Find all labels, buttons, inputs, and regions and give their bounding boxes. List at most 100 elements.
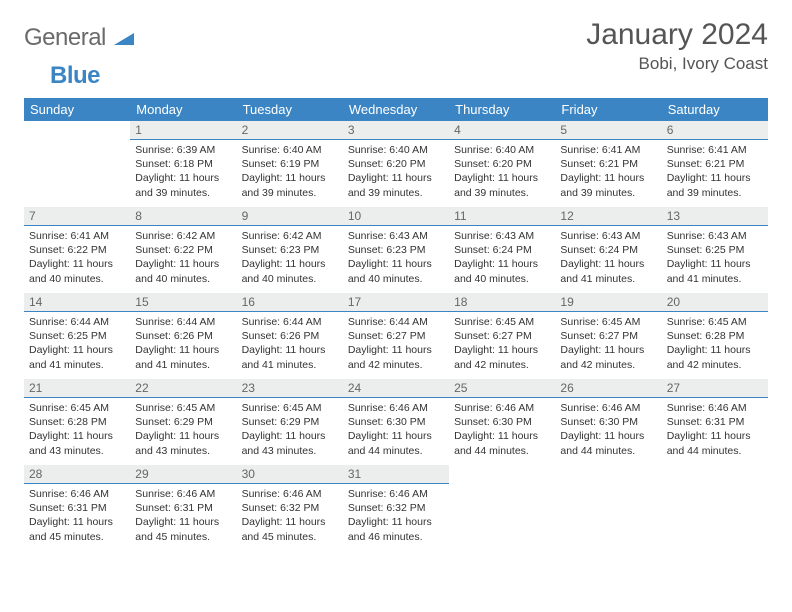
daylight-label: Daylight: xyxy=(348,258,389,270)
calendar-body: 1Sunrise: 6:39 AMSunset: 6:18 PMDaylight… xyxy=(24,121,768,551)
calendar-week-row: 21Sunrise: 6:45 AMSunset: 6:28 PMDayligh… xyxy=(24,379,768,465)
sunset-label: Sunset: xyxy=(560,158,596,170)
calendar-week-row: 28 Sunrise: 6:46 AM Sunset: 6:31 PM Dayligh… xyxy=(24,465,768,551)
day-body: Sunrise: 6:40 AMSunset: 6:20 PMDaylight:… xyxy=(343,140,449,204)
sunset-label: Sunset: xyxy=(348,244,384,256)
daylight-label: Daylight: xyxy=(242,172,283,184)
day-body: Sunrise: 6:42 AMSunset: 6:23 PMDaylight:… xyxy=(237,226,343,290)
calendar-empty-cell xyxy=(555,465,661,551)
sunset-label: Sunset: xyxy=(242,244,278,256)
calendar-day-cell: 6Sunrise: 6:41 AMSunset: 6:21 PMDaylight… xyxy=(662,121,768,207)
day-number: 14 xyxy=(24,293,130,312)
sunset-value: 6:31 PM xyxy=(68,502,107,514)
day-number: 15 xyxy=(130,293,236,312)
sunset-value: 6:30 PM xyxy=(493,416,532,428)
calendar-empty-cell xyxy=(24,121,130,207)
day-body: Sunrise: 6:41 AMSunset: 6:22 PMDaylight:… xyxy=(24,226,130,290)
calendar-day-cell: 5Sunrise: 6:41 AMSunset: 6:21 PMDaylight… xyxy=(555,121,661,207)
sunrise-label: Sunrise: xyxy=(348,488,387,500)
sunset-value: 6:27 PM xyxy=(599,330,638,342)
sunset-label: Sunset: xyxy=(348,416,384,428)
sunrise-value: 6:46 AM xyxy=(602,402,641,414)
calendar-day-cell: 2Sunrise: 6:40 AMSunset: 6:19 PMDaylight… xyxy=(237,121,343,207)
calendar-day-cell: 16Sunrise: 6:44 AMSunset: 6:26 PMDayligh… xyxy=(237,293,343,379)
calendar-week-row: 1Sunrise: 6:39 AMSunset: 6:18 PMDaylight… xyxy=(24,121,768,207)
logo-text: General Blue xyxy=(24,24,134,90)
day-body: Sunrise: 6:43 AMSunset: 6:24 PMDaylight:… xyxy=(555,226,661,290)
weekday-header: Saturday xyxy=(662,98,768,121)
calendar-empty-cell xyxy=(449,465,555,551)
day-body: Sunrise: 6:46 AMSunset: 6:30 PMDaylight:… xyxy=(343,398,449,462)
sunrise-label: Sunrise: xyxy=(242,316,281,328)
sunrise-value: 6:46 AM xyxy=(708,402,747,414)
sunrise-value: 6:40 AM xyxy=(389,144,428,156)
sunset-label: Sunset: xyxy=(454,158,490,170)
weekday-header: Wednesday xyxy=(343,98,449,121)
day-number: 29 xyxy=(130,465,236,484)
day-number: 6 xyxy=(662,121,768,140)
day-number: 10 xyxy=(343,207,449,226)
day-number: 21 xyxy=(24,379,130,398)
calendar-day-cell: 1Sunrise: 6:39 AMSunset: 6:18 PMDaylight… xyxy=(130,121,236,207)
day-number: 20 xyxy=(662,293,768,312)
calendar-day-cell: 28Sunrise: 6:46 AMSunset: 6:31 PMDayligh… xyxy=(24,465,130,551)
day-body: Sunrise: 6:45 AMSunset: 6:28 PMDaylight:… xyxy=(662,312,768,376)
daylight-label: Daylight: xyxy=(242,430,283,442)
sunrise-label: Sunrise: xyxy=(29,402,68,414)
sunrise-value: 6:45 AM xyxy=(708,316,747,328)
logo-word-blue: Blue xyxy=(50,62,100,89)
calendar-header: SundayMondayTuesdayWednesdayThursdayFrid… xyxy=(24,98,768,121)
sunset-value: 6:25 PM xyxy=(68,330,107,342)
sunrise-label: Sunrise: xyxy=(135,488,174,500)
day-number: 17 xyxy=(343,293,449,312)
day-number: 5 xyxy=(555,121,661,140)
sunset-label: Sunset: xyxy=(454,330,490,342)
sunrise-value: 6:46 AM xyxy=(70,488,109,500)
day-number: 28 xyxy=(24,465,130,484)
calendar-day-cell: 27Sunrise: 6:46 AMSunset: 6:31 PMDayligh… xyxy=(662,379,768,465)
sunrise-label: Sunrise: xyxy=(560,402,599,414)
calendar-table: SundayMondayTuesdayWednesdayThursdayFrid… xyxy=(24,98,768,551)
sunrise-value: 6:41 AM xyxy=(602,144,641,156)
day-number: 16 xyxy=(237,293,343,312)
day-number: 18 xyxy=(449,293,555,312)
day-number: 19 xyxy=(555,293,661,312)
day-number: 31 xyxy=(343,465,449,484)
daylight-label: Daylight: xyxy=(348,344,389,356)
daylight-label: Daylight: xyxy=(560,344,601,356)
day-number: 1 xyxy=(130,121,236,140)
daylight-label: Daylight: xyxy=(560,172,601,184)
day-body: Sunrise: 6:44 AMSunset: 6:25 PMDaylight:… xyxy=(24,312,130,376)
calendar-day-cell: 20Sunrise: 6:45 AMSunset: 6:28 PMDayligh… xyxy=(662,293,768,379)
sunrise-label: Sunrise: xyxy=(135,316,174,328)
location: Bobi, Ivory Coast xyxy=(586,54,768,74)
daylight-label: Daylight: xyxy=(454,430,495,442)
calendar-day-cell: 10Sunrise: 6:43 AMSunset: 6:23 PMDayligh… xyxy=(343,207,449,293)
logo-word-general: General xyxy=(24,24,106,51)
sunset-label: Sunset: xyxy=(348,502,384,514)
sunrise-label: Sunrise: xyxy=(135,230,174,242)
sunset-label: Sunset: xyxy=(242,158,278,170)
calendar-day-cell: 31Sunrise: 6:46 AMSunset: 6:32 PMDayligh… xyxy=(343,465,449,551)
day-body: Sunrise: 6:39 AMSunset: 6:18 PMDaylight:… xyxy=(130,140,236,204)
daylight-label: Daylight: xyxy=(135,516,176,528)
sunrise-value: 6:44 AM xyxy=(70,316,109,328)
sunset-value: 6:26 PM xyxy=(280,330,319,342)
header-row: General Blue January 2024 Bobi, Ivory Co… xyxy=(24,18,768,90)
calendar-day-cell: 12Sunrise: 6:43 AMSunset: 6:24 PMDayligh… xyxy=(555,207,661,293)
weekday-header: Thursday xyxy=(449,98,555,121)
day-body: Sunrise: 6:46 AMSunset: 6:31 PMDaylight:… xyxy=(662,398,768,462)
calendar-day-cell: 13Sunrise: 6:43 AMSunset: 6:25 PMDayligh… xyxy=(662,207,768,293)
day-number: 26 xyxy=(555,379,661,398)
sunset-label: Sunset: xyxy=(667,416,703,428)
sunset-label: Sunset: xyxy=(454,416,490,428)
sunset-value: 6:30 PM xyxy=(599,416,638,428)
sunrise-label: Sunrise: xyxy=(242,402,281,414)
daylight-label: Daylight: xyxy=(454,258,495,270)
calendar-day-cell: 30Sunrise: 6:46 AMSunset: 6:32 PMDayligh… xyxy=(237,465,343,551)
sunset-value: 6:29 PM xyxy=(280,416,319,428)
sunrise-value: 6:44 AM xyxy=(283,316,322,328)
sunset-value: 6:20 PM xyxy=(493,158,532,170)
sunset-label: Sunset: xyxy=(348,158,384,170)
sunset-label: Sunset: xyxy=(560,244,596,256)
